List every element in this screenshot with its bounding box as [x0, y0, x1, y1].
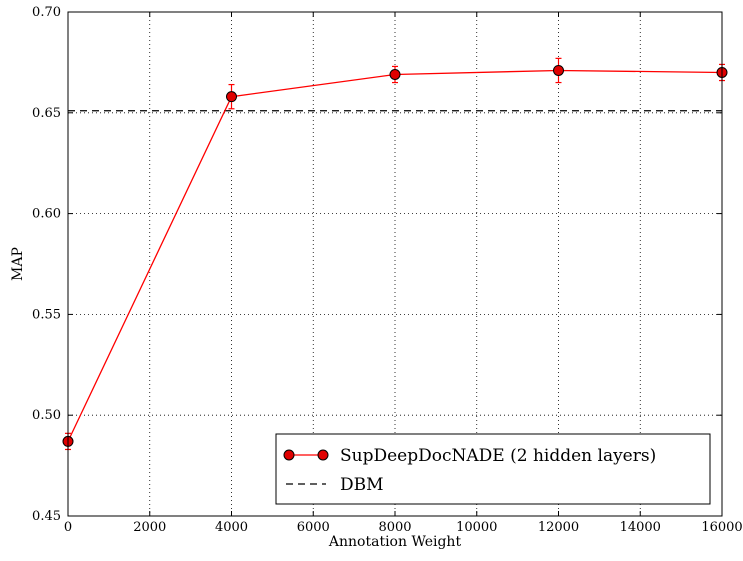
x-axis-label: Annotation Weight [328, 534, 462, 550]
x-tick-label: 8000 [378, 520, 411, 535]
y-axis-label: MAP [10, 247, 26, 281]
legend-label-supdeepdocnade: SupDeepDocNADE (2 hidden layers) [340, 446, 656, 466]
x-tick-label: 10000 [456, 520, 497, 535]
axis-ticks [67, 11, 723, 517]
supdeepdocnade-series [62, 57, 728, 451]
legend-marker-supdeepdocnade [317, 449, 329, 461]
y-tick-label: 0.45 [32, 509, 61, 524]
legend-box [275, 433, 711, 505]
x-tick-label: 4000 [215, 520, 248, 535]
x-tick-label: 12000 [538, 520, 579, 535]
x-tick-label: 14000 [620, 520, 661, 535]
y-tick-label: 0.55 [32, 307, 61, 322]
x-tick-label: 0 [64, 520, 72, 535]
data-point [389, 68, 401, 80]
data-point [226, 91, 237, 103]
x-tick-label: 2000 [133, 520, 166, 535]
tick-labels: 0 2000 4000 6000 8000 10000 12000 14000 16000 0.4… [32, 5, 743, 535]
y-tick-label: 0.60 [32, 207, 61, 222]
y-tick-label: 0.70 [32, 5, 61, 20]
y-tick-label: 0.65 [32, 106, 61, 121]
legend-marker-supdeepdocnade [283, 449, 295, 461]
legend-label-dbm: DBM [340, 475, 384, 495]
y-tick-label: 0.50 [32, 408, 61, 423]
x-tick-label: 16000 [701, 520, 742, 535]
x-tick-label: 6000 [297, 520, 330, 535]
legend: SupDeepDocNADE (2 hidden layers) DBM [275, 433, 711, 505]
data-point [553, 64, 564, 76]
series-line [67, 69, 723, 442]
